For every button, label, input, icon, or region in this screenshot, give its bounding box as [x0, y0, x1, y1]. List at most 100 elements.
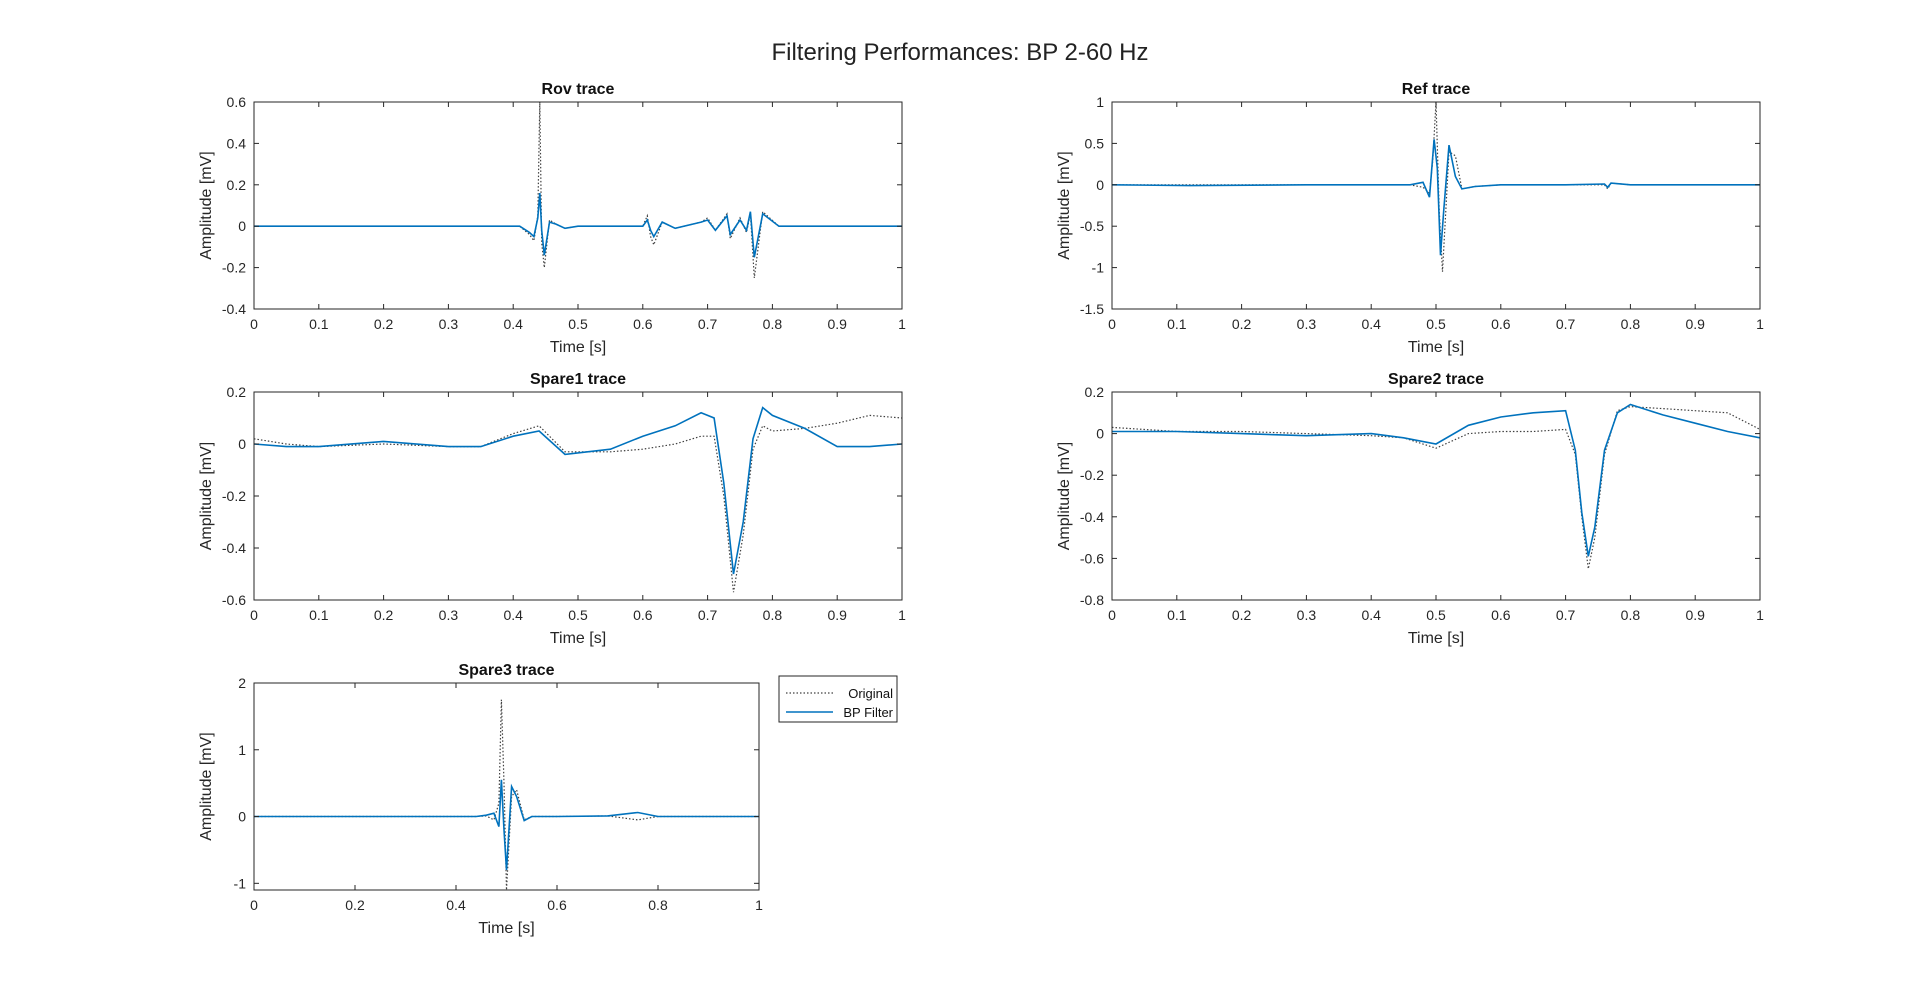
x-tick-label: 0	[250, 897, 258, 913]
x-tick-label: 0.8	[1621, 607, 1641, 623]
y-tick-label: 0.4	[227, 135, 247, 151]
y-tick-label: -0.8	[1080, 592, 1104, 608]
y-tick-label: -0.6	[1080, 550, 1104, 566]
x-tick-label: 0.2	[345, 897, 365, 913]
x-tick-label: 0.6	[1491, 607, 1511, 623]
x-tick-label: 0.4	[1361, 316, 1381, 332]
legend-label-original: Original	[848, 686, 893, 701]
y-tick-label: -0.4	[222, 301, 246, 317]
subplot-grid: 0 0.1 0.2 0.3 0.4 0.5 0.6 0.7 0.8 0.9 1 -0.4 -0.2 0 0.…	[198, 81, 1764, 937]
series-bp-filter-line	[1112, 139, 1760, 256]
y-tick-label: 0.2	[227, 384, 247, 400]
y-tick-label: 2	[238, 675, 246, 691]
x-tick-label: 0.4	[1361, 607, 1381, 623]
x-tick-label: 1	[898, 607, 906, 623]
x-tick-label: 0.2	[374, 316, 394, 332]
x-tick-label: 0.9	[827, 607, 847, 623]
subplot-title: Ref trace	[1402, 81, 1471, 98]
plot-area	[1112, 102, 1760, 309]
y-tick-label: 0	[238, 436, 246, 452]
x-axis-label: Time [s]	[478, 920, 534, 937]
x-tick-label: 0.8	[648, 897, 668, 913]
x-tick-label: 0.1	[309, 607, 329, 623]
y-tick-label: 1	[238, 742, 246, 758]
series-original-line	[254, 699, 759, 890]
y-tick-label: 0.6	[227, 94, 247, 110]
x-tick-label: 0.5	[1426, 607, 1446, 623]
x-tick-label: 0.2	[1232, 607, 1252, 623]
y-tick-label: -0.2	[222, 488, 246, 504]
figure-title: Filtering Performances: BP 2-60 Hz	[771, 39, 1148, 66]
x-axis-label: Time [s]	[550, 630, 606, 647]
x-tick-label: 0.3	[1297, 316, 1317, 332]
series-original-line	[254, 414, 902, 593]
x-tick-label: 0.4	[503, 607, 523, 623]
x-tick-label: 0.8	[763, 316, 783, 332]
series-bp-filter-line	[254, 406, 902, 575]
x-axis-label: Time [s]	[1408, 339, 1464, 356]
x-tick-label: 0.8	[763, 607, 783, 623]
legend-box	[778, 675, 898, 723]
y-tick-label: 0.5	[1085, 135, 1105, 151]
x-tick-label: 0.3	[1297, 607, 1317, 623]
y-tick-label: 0	[238, 809, 246, 825]
x-tick-label: 0	[250, 607, 258, 623]
x-tick-label: 0.7	[1556, 607, 1576, 623]
y-axis-label: Amplitude [mV]	[198, 442, 215, 550]
y-tick-label: 1	[1096, 94, 1104, 110]
y-tick-label: -0.2	[222, 260, 246, 276]
plot-area	[254, 392, 902, 600]
x-tick-label: 1	[898, 316, 906, 332]
series-original-line	[1112, 405, 1760, 569]
x-tick-label: 0.7	[698, 316, 718, 332]
y-tick-label: -0.4	[222, 540, 246, 556]
x-tick-label: 0	[1108, 607, 1116, 623]
x-tick-label: 0.2	[374, 607, 394, 623]
x-tick-label: 0	[250, 316, 258, 332]
y-tick-label: -1	[234, 875, 247, 891]
y-tick-label: 0	[1096, 177, 1104, 193]
y-axis-label: Amplitude [mV]	[1056, 442, 1073, 550]
x-tick-label: 0.4	[446, 897, 466, 913]
y-axis-label: Amplitude [mV]	[198, 151, 215, 259]
x-tick-label: 0.1	[1167, 607, 1187, 623]
x-tick-label: 0.9	[1685, 316, 1705, 332]
plot-area	[254, 102, 902, 309]
axes-box	[253, 682, 760, 891]
x-axis-label: Time [s]	[550, 339, 606, 356]
subplot-4: 0 0.1 0.2 0.3 0.4 0.5 0.6 0.7 0.8 0.9 1 -0.8 -0.6 -0.…	[1056, 371, 1764, 647]
x-tick-label: 0.5	[1426, 316, 1446, 332]
x-tick-label: 1	[1756, 607, 1764, 623]
y-tick-label: -0.5	[1080, 218, 1104, 234]
subplot-3: 0 0.1 0.2 0.3 0.4 0.5 0.6 0.7 0.8 0.9 1 -0.6 -0.4 -0.…	[198, 371, 906, 647]
x-tick-label: 0	[1108, 316, 1116, 332]
y-axis-label: Amplitude [mV]	[1056, 151, 1073, 259]
subplot-title: Spare1 trace	[530, 371, 626, 388]
plot-area	[1112, 392, 1760, 600]
x-tick-label: 0.3	[439, 607, 459, 623]
x-tick-label: 0.9	[827, 316, 847, 332]
x-tick-label: 0.6	[547, 897, 567, 913]
legend-label-bp-filter: BP Filter	[843, 705, 893, 720]
y-tick-label: 0.2	[227, 177, 247, 193]
subplot-title: Spare2 trace	[1388, 371, 1484, 388]
x-tick-label: 1	[1756, 316, 1764, 332]
x-tick-label: 0.4	[503, 316, 523, 332]
x-tick-label: 0.6	[633, 316, 653, 332]
subplot-title: Rov trace	[542, 81, 615, 98]
subplot-title: Spare3 trace	[458, 662, 554, 679]
y-tick-label: 0	[1096, 426, 1104, 442]
series-bp-filter-line	[254, 779, 759, 871]
x-tick-label: 0.9	[1685, 607, 1705, 623]
x-tick-label: 0.7	[1556, 316, 1576, 332]
series-bp-filter-line	[1112, 403, 1760, 557]
y-tick-label: 0.2	[1085, 384, 1105, 400]
x-tick-label: 0.6	[633, 607, 653, 623]
plot-area	[254, 683, 759, 890]
y-tick-label: -1	[1092, 260, 1105, 276]
y-axis-label: Amplitude [mV]	[198, 732, 215, 840]
subplot-1: 0 0.1 0.2 0.3 0.4 0.5 0.6 0.7 0.8 0.9 1 -0.4 -0.2 0 0.…	[198, 81, 906, 356]
legend: Original BP Filter	[778, 675, 898, 723]
x-tick-label: 0.5	[568, 607, 588, 623]
